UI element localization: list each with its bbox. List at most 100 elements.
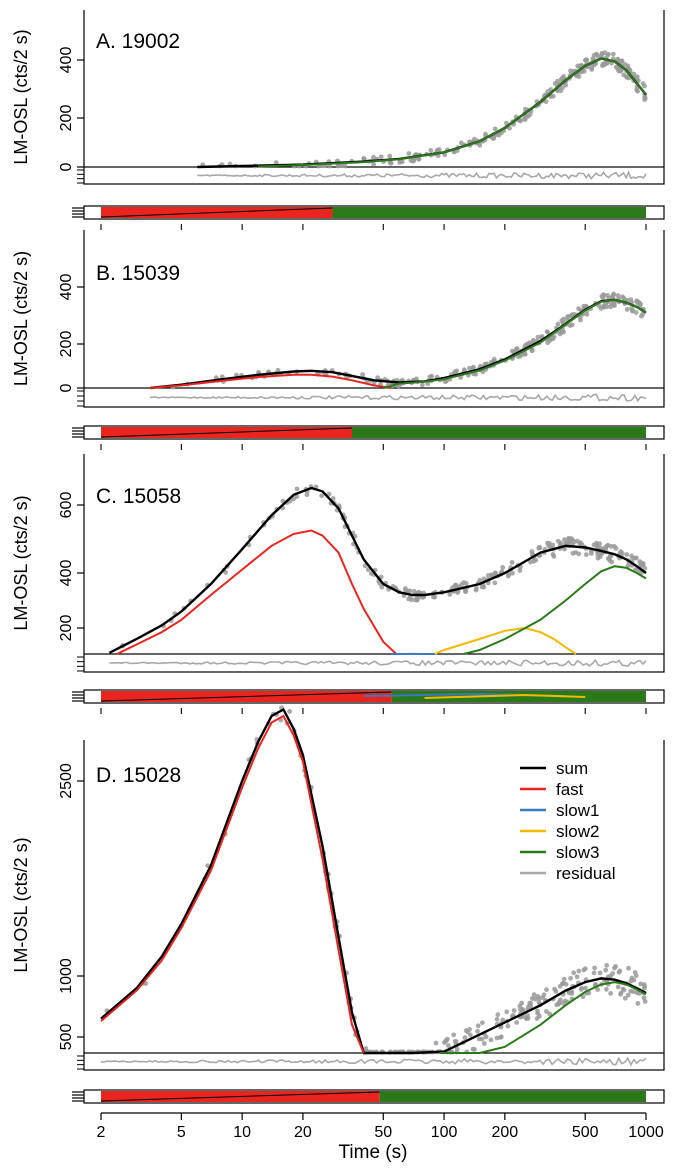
data-point xyxy=(605,53,611,58)
data-point xyxy=(523,114,529,120)
data-point xyxy=(330,496,336,501)
legend-label-residual: residual xyxy=(556,864,616,883)
data-point xyxy=(535,1008,540,1014)
data-point xyxy=(498,1035,503,1040)
data-point xyxy=(535,334,541,340)
data-point xyxy=(638,301,643,307)
data-point xyxy=(467,1032,473,1038)
data-point xyxy=(589,65,595,71)
data-point xyxy=(441,1040,447,1046)
data-point xyxy=(444,1036,450,1042)
proportion-divider xyxy=(100,691,392,702)
series-line-slow3 xyxy=(258,57,647,168)
data-point xyxy=(607,554,613,559)
data-point xyxy=(387,153,393,159)
data-point xyxy=(361,155,367,161)
series-line-slow3 xyxy=(463,565,647,655)
data-point xyxy=(470,1046,476,1052)
data-point xyxy=(634,298,639,304)
data-point xyxy=(575,538,580,544)
proportion-slow3 xyxy=(391,691,646,702)
data-point xyxy=(287,709,293,714)
data-point xyxy=(608,991,614,996)
residual-trace xyxy=(100,1056,647,1067)
data-point xyxy=(544,1009,549,1014)
data-point xyxy=(433,1040,439,1046)
data-point xyxy=(429,373,435,379)
data-point xyxy=(624,552,630,557)
data-point xyxy=(379,584,385,590)
proportion-slow3 xyxy=(332,207,646,218)
data-point xyxy=(517,353,523,359)
y-tick-label: 600 xyxy=(58,492,75,519)
residual-trace xyxy=(197,170,647,180)
panel-4: D. 15028 LM-OSL (cts/2 s) 500 1000 2500 xyxy=(11,705,665,1104)
data-point xyxy=(580,994,586,1000)
data-point xyxy=(362,563,368,569)
data-point xyxy=(500,1017,506,1023)
data-point xyxy=(467,1027,472,1032)
data-point xyxy=(492,126,498,132)
data-point xyxy=(555,321,561,327)
data-point xyxy=(635,1001,641,1006)
y-tick-label: 400 xyxy=(58,560,75,587)
data-point xyxy=(603,967,609,973)
data-point xyxy=(467,365,472,371)
proportion-divider xyxy=(100,1091,380,1102)
data-point xyxy=(562,537,567,543)
data-point xyxy=(631,71,637,77)
data-point xyxy=(579,985,585,991)
data-points xyxy=(170,291,646,390)
data-point xyxy=(510,570,515,576)
component-proportion-bar xyxy=(72,205,665,220)
proportion-slow3 xyxy=(379,1091,646,1102)
data-point xyxy=(420,382,425,388)
series-line-fast xyxy=(116,529,397,655)
data-point xyxy=(453,1039,459,1044)
data-point xyxy=(613,963,618,969)
data-point xyxy=(532,996,538,1002)
component-proportion-bar xyxy=(72,689,665,704)
y-tick-label: 500 xyxy=(58,1024,75,1051)
data-point xyxy=(530,337,536,343)
data-point xyxy=(642,95,648,100)
data-point xyxy=(604,962,610,968)
data-point xyxy=(612,303,617,308)
y-axis-label: LM-OSL (cts/2 s) xyxy=(11,29,31,164)
residual-trace xyxy=(149,393,647,403)
y-tick-label: 200 xyxy=(58,331,75,358)
data-point xyxy=(488,573,494,579)
component-proportion-bar xyxy=(72,1089,665,1104)
data-point xyxy=(550,93,556,99)
data-point xyxy=(610,51,616,57)
residual-trace xyxy=(109,658,647,667)
data-point xyxy=(633,973,639,979)
data-point xyxy=(642,999,648,1004)
x-tick-label: 20 xyxy=(294,1124,312,1141)
data-point xyxy=(624,306,630,312)
data-point xyxy=(594,540,599,546)
data-point xyxy=(550,336,556,342)
data-point xyxy=(629,553,635,559)
data-point xyxy=(493,570,498,576)
data-point xyxy=(574,974,580,980)
data-point xyxy=(473,371,479,377)
legend-label-slow3: slow3 xyxy=(556,843,599,862)
data-point xyxy=(526,1004,531,1010)
data-point xyxy=(425,381,431,387)
data-point xyxy=(494,1016,500,1022)
residual-strip xyxy=(83,387,665,408)
data-point xyxy=(583,57,589,63)
data-point xyxy=(546,540,552,546)
data-point xyxy=(610,971,616,976)
data-point xyxy=(428,148,434,153)
y-tick-label: 0 xyxy=(58,162,75,171)
data-point xyxy=(558,88,564,94)
data-point xyxy=(622,995,628,1001)
data-point xyxy=(590,56,596,62)
data-point xyxy=(537,544,542,550)
x-tick-label: 50 xyxy=(374,1124,392,1141)
data-point xyxy=(555,538,561,544)
data-point xyxy=(494,1035,500,1041)
data-point xyxy=(570,550,576,556)
